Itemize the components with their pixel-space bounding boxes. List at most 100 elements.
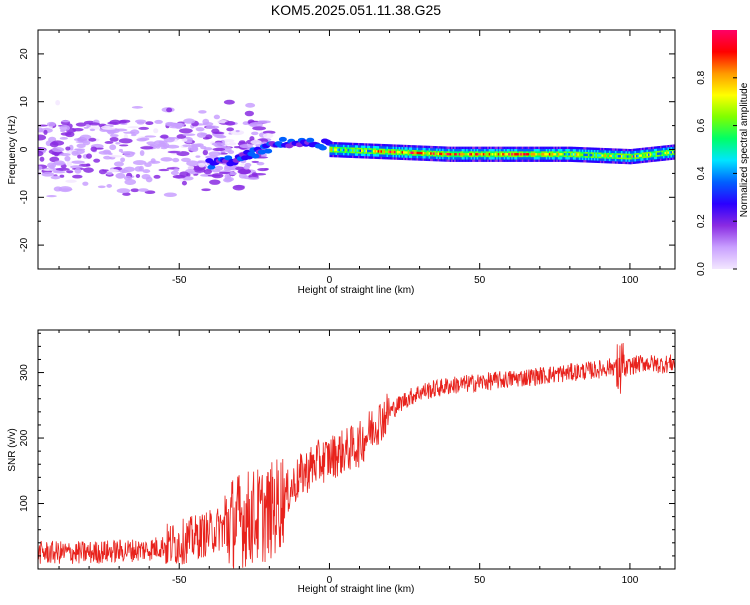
spectrogram-trace-core-cell	[599, 154, 602, 157]
spectrogram-noise-cell	[205, 134, 213, 140]
spectrogram-noise-cell	[50, 175, 61, 180]
spectrogram-noise-cell	[106, 184, 113, 188]
snr-y-tick-label: 300	[19, 364, 30, 381]
spectrogram-trace-core-cell	[592, 153, 595, 157]
spectrogram-trace-core-cell	[391, 150, 393, 154]
spectrogram-trace-core-cell	[542, 153, 545, 156]
spectrogram-noise-cell	[153, 174, 161, 179]
spectrogram-trace-core-cell	[347, 149, 350, 152]
spectrogram-noise-cell	[158, 168, 170, 172]
snr-x-tick-label: 100	[622, 575, 639, 586]
spectrogram-trace-core-cell	[575, 153, 578, 156]
spectrogram-trace-core-cell	[634, 154, 637, 158]
spectrogram-noise-cell	[195, 155, 201, 158]
spectrogram-trace-core-cell	[427, 152, 429, 155]
spectrogram-trace-core-cell	[362, 149, 365, 153]
spectrogram-trace-core-cell	[529, 153, 531, 156]
spectrogram-noise-cell	[205, 125, 220, 129]
spectrogram-heatmap	[38, 99, 675, 198]
spectrogram-trace-core-cell	[631, 155, 634, 158]
spectrogram-noise-cell	[46, 121, 56, 127]
spectrogram-noise-cell	[130, 188, 140, 193]
spectrogram-trace-core-cell	[439, 152, 441, 156]
spectrogram-trace-core-cell	[560, 153, 563, 156]
spectrogram-trace-core-cell	[512, 153, 515, 156]
spectrogram-trace-core-cell	[661, 152, 664, 155]
spectrogram-noise-cell	[139, 150, 145, 156]
spectrogram-noise-cell	[137, 188, 149, 192]
spectrogram-noise-cell	[93, 158, 101, 163]
spectrogram-noise-cell	[214, 165, 224, 171]
spectrogram-noise-cell	[86, 163, 91, 167]
spectrogram-trace-core-cell	[491, 153, 494, 156]
spectrogram-trace-core-cell	[382, 150, 384, 153]
spectrogram-y-tick-label: -10	[19, 190, 30, 205]
spectrogram-trace-core-cell	[376, 150, 378, 153]
spectrogram-trace-core-cell	[494, 153, 497, 156]
spectrogram-noise-cell	[196, 160, 207, 164]
spectrogram-trace-core-cell	[425, 152, 428, 155]
snr-y-tick-label: 100	[19, 495, 30, 512]
spectrogram-trace-core-cell	[569, 153, 572, 156]
spectrogram-noise-cell	[167, 150, 181, 154]
spectrogram-trace-core-cell	[571, 153, 573, 156]
spectrogram-x-tick-label: 100	[622, 275, 639, 286]
spectrogram-noise-cell	[123, 131, 136, 134]
spectrogram-trace-core-cell	[412, 151, 414, 154]
spectrogram-trace-core-cell	[339, 148, 342, 152]
colorbar-label: Normalized spectral amplitude	[739, 82, 750, 217]
spectrogram-x-tick-label: 50	[474, 275, 486, 286]
spectrogram-trace-core-cell	[353, 149, 356, 152]
spectrogram-noise-cell	[182, 176, 194, 181]
spectrogram-trace-core-cell	[646, 153, 649, 157]
spectrogram-trace-core-cell	[653, 152, 656, 156]
spectrogram-trace-core-cell	[409, 151, 411, 154]
spectrogram-trace-core-cell	[374, 150, 377, 153]
spectrogram-noise-cell	[205, 155, 219, 159]
spectrogram-noise-cell	[75, 140, 89, 144]
spectrogram-noise-cell	[252, 126, 267, 131]
spectrogram-trace-core-cell	[445, 152, 447, 156]
spectrogram-trace-core-cell	[581, 153, 584, 156]
spectrogram-trace-core-cell	[395, 150, 398, 154]
spectrogram-trace-core-cell	[371, 149, 374, 153]
spectrogram-y-tick-label: 10	[19, 96, 30, 108]
spectrogram-trace-core-cell	[647, 153, 650, 156]
spectrogram-trace-core-cell	[388, 150, 390, 154]
spectrogram-noise-cell	[166, 144, 180, 149]
colorbar: 0.0 0.2 0.4 0.6 0.8 Normalized spectral ampl…	[696, 30, 750, 276]
spectrogram-trace-core-cell	[562, 153, 564, 156]
spectrogram-noise-cell	[178, 128, 193, 134]
spectrogram-trace-core-cell	[649, 153, 652, 156]
spectrogram-trace-core-cell	[520, 153, 522, 156]
spectrogram-y-tick-label: -20	[19, 237, 30, 252]
spectrogram-noise-cell	[182, 144, 191, 148]
spectrogram-trace-core-cell	[601, 154, 604, 157]
snr-x-tick-label: -50	[172, 575, 187, 586]
spectrogram-trace-core-cell	[664, 151, 667, 155]
spectrogram-trace-core-cell	[628, 155, 631, 158]
spectrogram-noise-cell	[181, 180, 187, 186]
spectrogram-trace-core-cell	[527, 153, 530, 156]
spectrogram-trace-core-cell	[436, 152, 438, 155]
spectrogram-trace-core-cell	[458, 153, 461, 156]
spectrogram-trace-core-cell	[589, 153, 592, 157]
spectrogram-noise-cell	[138, 126, 150, 130]
spectrogram-trace-core-cell	[617, 154, 620, 158]
spectrogram-trace-core-cell	[451, 153, 453, 156]
spectrogram-trace-core-cell	[379, 150, 381, 153]
spectrogram-x-tick-label: -50	[172, 275, 187, 286]
spectrogram-noise-cell	[230, 129, 245, 136]
spectrogram-trace-core-cell	[490, 153, 492, 156]
spectrogram-noise-cell	[131, 106, 144, 109]
spectrogram-trace-core-cell	[335, 148, 338, 151]
spectrogram-noise-cell	[127, 126, 140, 129]
spectrogram-trace-core-cell	[650, 153, 653, 156]
spectrogram-trace-core-cell	[518, 153, 521, 156]
spectrogram-noise-cell	[75, 122, 87, 127]
spectrogram-trace-core-cell	[467, 153, 470, 156]
spectrogram-trace-core-cell	[421, 151, 423, 155]
spectrogram-trace-core-cell	[563, 153, 566, 156]
spectrogram-trace-core-cell	[533, 153, 536, 156]
spectrogram-trace-core-cell	[635, 154, 638, 158]
